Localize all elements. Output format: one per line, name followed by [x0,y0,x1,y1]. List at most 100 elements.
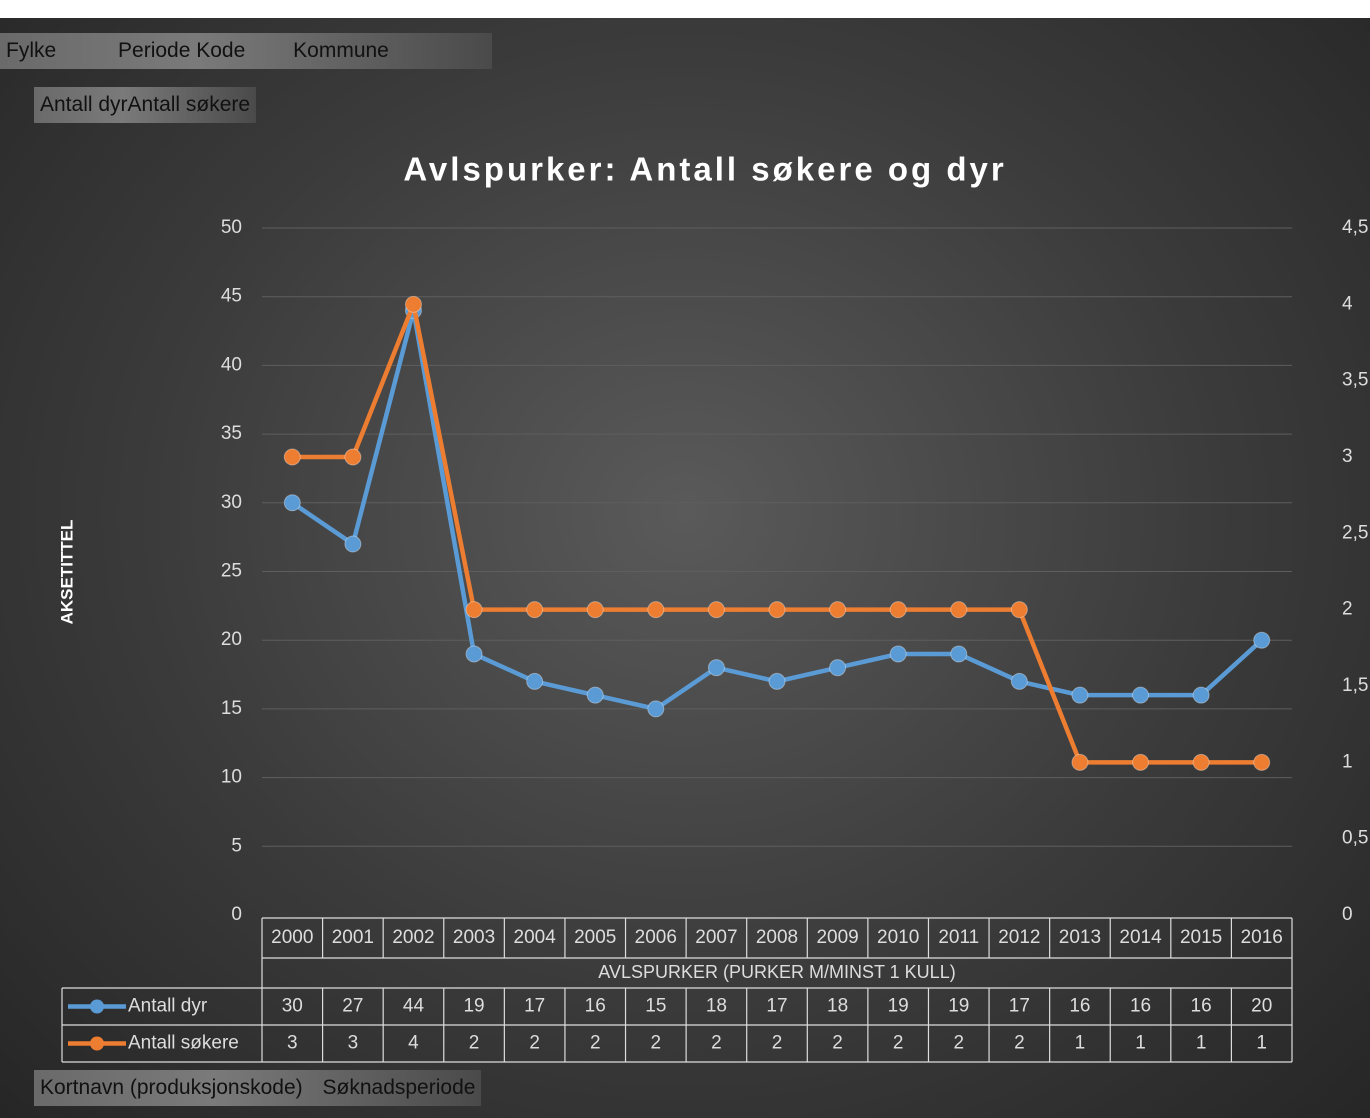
marker [526,672,544,690]
table-value: 2 [711,1033,722,1054]
marker [829,601,847,619]
table-value: 1 [1256,1033,1267,1054]
y-tick-label: 30 [221,492,242,513]
table-value: 2 [832,1033,843,1054]
marker [707,659,725,677]
x-tick-label: 2004 [514,927,557,948]
marker [707,601,725,619]
marker [586,601,604,619]
x-tick-label: 2008 [756,927,798,948]
marker [283,494,301,512]
legend-label: Antall søkere [128,1033,239,1054]
filter-buttons: Fylke Periode Kode Kommune [0,33,492,69]
table-value: 4 [408,1033,419,1054]
field-button[interactable]: Fylke [6,39,57,62]
marker [283,448,301,466]
table-value: 2 [893,1033,904,1054]
marker [526,601,544,619]
chart-title: Avlspurker: Antall søkere og dyr [403,151,1006,188]
x-tick-label: 2001 [332,927,374,948]
marker [1192,686,1210,704]
legend-label: Antall dyr [128,996,208,1017]
table-value: 2 [469,1033,480,1054]
marker [829,659,847,677]
field-button[interactable]: Antall søkere [127,93,251,116]
y-tick-label: 15 [221,698,242,719]
marker [1010,601,1028,619]
x-tick-label: 2002 [392,927,434,948]
y-tick-label: 5 [231,835,242,856]
marker [344,535,362,553]
legend-marker [90,1036,104,1051]
value-buttons: Antall dyrAntall søkere [34,87,257,123]
x-tick-label: 2014 [1119,927,1162,948]
field-button[interactable]: Periode Kode [118,39,246,62]
row-buttons: Kortnavn (produksjonskode) Søknadsperiod… [34,1070,482,1106]
x-tick-label: 2013 [1059,927,1101,948]
y-tick-label: 25 [221,561,242,582]
table-value: 17 [524,996,545,1017]
y-tick-label: 50 [221,217,242,238]
marker [889,645,907,663]
table-value: 1 [1135,1033,1146,1054]
x-tick-label: 2012 [998,927,1040,948]
marker [465,601,483,619]
chart: Avlspurker: Antall søkere og dyr AKSETIT… [57,151,1368,1063]
table-value: 3 [287,1033,298,1054]
y-tick-label: 0 [231,904,242,925]
y2-tick-label: 3,5 [1342,370,1368,391]
table-value: 2 [953,1033,964,1054]
table-value: 19 [948,996,969,1017]
marker [465,645,483,663]
x-tick-label: 2009 [816,927,858,948]
legend-marker [90,999,104,1014]
y2-tick-label: 0 [1342,904,1353,925]
field-button[interactable]: Søknadsperiode [322,1076,476,1099]
y2-tick-label: 1,5 [1342,675,1368,696]
y-tick-label: 45 [221,286,242,307]
marker [1071,686,1089,704]
marker [889,601,907,619]
x-tick-label: 2016 [1241,927,1283,948]
table-value: 16 [585,996,606,1017]
table-value: 1 [1075,1033,1086,1054]
marker [404,295,422,313]
marker [1010,672,1028,690]
table-value: 2 [651,1033,662,1054]
field-button[interactable]: Kommune [293,39,389,62]
marker [647,700,665,718]
field-button[interactable]: Kortnavn (produksjonskode) [40,1076,303,1099]
x-tick-label: 2000 [271,927,313,948]
table-value: 17 [766,996,787,1017]
table-value: 16 [1191,996,1212,1017]
table-value: 2 [590,1033,601,1054]
table-value: 30 [282,996,303,1017]
table-value: 20 [1251,996,1272,1017]
table-value: 2 [529,1033,540,1054]
y-tick-label: 20 [221,629,242,650]
x-tick-label: 2005 [574,927,616,948]
marker [1132,753,1150,771]
y2-tick-label: 4,5 [1342,217,1368,238]
marker [950,601,968,619]
marker [768,601,786,619]
field-button[interactable]: Antall dyr [40,93,128,116]
table-value: 18 [827,996,848,1017]
marker [950,645,968,663]
x-tick-label: 2007 [695,927,737,948]
x-tick-label: 2003 [453,927,495,948]
table-value: 27 [342,996,363,1017]
y2-tick-label: 2,5 [1342,522,1368,543]
table-value: 3 [348,1033,359,1054]
y2-tick-label: 0,5 [1342,828,1368,849]
table-value: 16 [1130,996,1151,1017]
table-value: 1 [1196,1033,1207,1054]
marker [1071,753,1089,771]
table-value: 2 [772,1033,783,1054]
y-axis-title: AKSETITTEL [57,520,76,625]
table-value: 16 [1069,996,1090,1017]
y2-tick-label: 2 [1342,599,1353,620]
x-axis-title: AVLSPURKER (PURKER M/MINST 1 KULL) [598,962,955,982]
marker [647,601,665,619]
y2-tick-label: 3 [1342,446,1353,467]
